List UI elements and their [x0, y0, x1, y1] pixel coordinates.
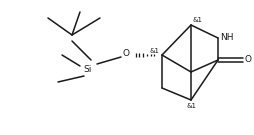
- Text: Si: Si: [84, 65, 92, 73]
- Text: &1: &1: [149, 48, 159, 54]
- Text: O: O: [122, 50, 129, 58]
- Text: NH: NH: [219, 33, 233, 41]
- Text: &1: &1: [186, 103, 196, 109]
- Text: &1: &1: [192, 17, 202, 23]
- Text: O: O: [244, 55, 251, 65]
